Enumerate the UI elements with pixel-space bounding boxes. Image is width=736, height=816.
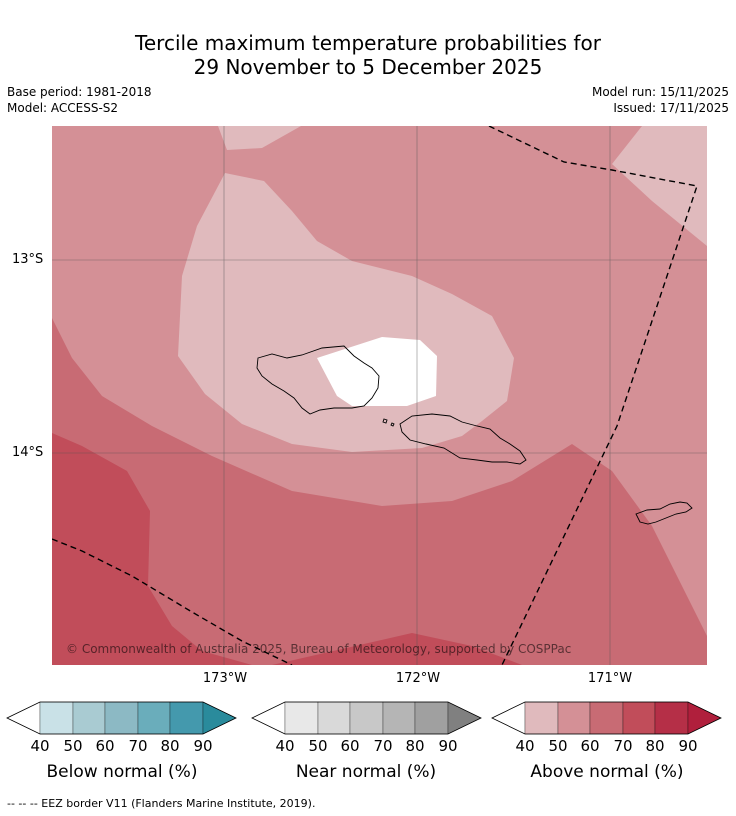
colorbar-above-title: Above normal (%) [530, 762, 684, 782]
colorbar-below-seg-1 [39, 701, 74, 735]
colorbar-near-tick-50: 50 [308, 737, 328, 755]
colorbar-near-seg-2 [317, 701, 351, 735]
colorbar-above-seg-4 [622, 701, 656, 735]
model-run: Model run: 15/11/2025 [591, 85, 729, 99]
colorbar-below-min-arrow [6, 701, 41, 735]
manono-island [382, 418, 388, 424]
colorbar-near-max-arrow [447, 701, 482, 735]
eez-border-east [488, 126, 698, 665]
colorbar-below-tick-70: 70 [128, 737, 148, 755]
apolima-island [390, 422, 395, 427]
gridlines [52, 126, 707, 665]
colorbar-above-tick-90: 90 [678, 737, 698, 755]
islands [256, 345, 693, 525]
lon-label-172w: 172°W [395, 671, 441, 686]
lon-label-173w: 173°W [202, 671, 248, 686]
title-line-1: Tercile maximum temperature probabilitie… [135, 31, 601, 55]
colorbar-near [251, 701, 482, 735]
colorbar-near-seg-5 [414, 701, 449, 735]
colorbar-below-seg-5 [169, 701, 204, 735]
meta-right: Model run: 15/11/2025 Issued: 17/11/2025 [592, 84, 729, 116]
probability-map[interactable]: © Commonwealth of Australia 2025, Bureau… [52, 126, 707, 665]
colorbar-above-seg-1 [524, 701, 559, 735]
colorbar-below-seg-4 [137, 701, 171, 735]
colorbar-below [6, 701, 237, 735]
zone-70-south [272, 633, 522, 665]
colorbar-near-tick-70: 70 [373, 737, 393, 755]
colorbar-near-title: Near normal (%) [295, 762, 437, 782]
colorbar-below-tick-60: 60 [95, 737, 115, 755]
eez-border-southwest [52, 538, 293, 665]
upolu-island [399, 413, 527, 465]
tutuila-island [635, 501, 693, 525]
colorbar-near-min-arrow [251, 701, 286, 735]
lon-label-171w: 171°W [587, 671, 633, 686]
base-period: Base period: 1981-2018 [7, 85, 152, 99]
colorbar-below-tick-90: 90 [193, 737, 213, 755]
zone-white-center [317, 337, 437, 406]
colorbar-below-seg-3 [104, 701, 139, 735]
colorbar-above-seg-2 [557, 701, 591, 735]
colorbar-below-max-arrow [202, 701, 237, 735]
colorbar-near-seg-3 [349, 701, 384, 735]
colorbar-near-tick-40: 40 [275, 737, 295, 755]
colorbar-near-tick-80: 80 [405, 737, 425, 755]
colorbar-above-tick-50: 50 [548, 737, 568, 755]
colorbar-near-seg-1 [284, 701, 319, 735]
zone-40-northeast [612, 126, 707, 246]
meta-left: Base period: 1981-2018 Model: ACCESS-S2 [7, 84, 152, 116]
colorbar-above-seg-5 [654, 701, 689, 735]
colorbar-below-tick-80: 80 [160, 737, 180, 755]
colorbar-above-seg-3 [589, 701, 624, 735]
colorbar-near-seg-4 [382, 701, 416, 735]
colorbar-above-tick-70: 70 [613, 737, 633, 755]
colorbar-above-min-arrow [491, 701, 526, 735]
colorbar-below-tick-40: 40 [30, 737, 50, 755]
eez-footnote: -- -- -- EEZ border V11 (Flanders Marine… [7, 797, 316, 810]
eez-borders [52, 126, 698, 665]
colorbar-above-tick-60: 60 [580, 737, 600, 755]
colorbar-near-tick-60: 60 [340, 737, 360, 755]
colorbar-near-tick-90: 90 [438, 737, 458, 755]
colorbar-below-seg-2 [72, 701, 106, 735]
lat-label-14s: 14°S [12, 445, 44, 460]
colorbar-above-tick-40: 40 [515, 737, 535, 755]
issued-date: Issued: 17/11/2025 [613, 101, 729, 115]
colorbar-above-tick-80: 80 [645, 737, 665, 755]
savaii-island [256, 345, 380, 415]
lat-label-13s: 13°S [12, 252, 44, 267]
colorbar-below-title: Below normal (%) [46, 762, 198, 782]
colorbar-below-tick-50: 50 [63, 737, 83, 755]
map-title: Tercile maximum temperature probabilitie… [0, 31, 736, 79]
colorbar-above [491, 701, 722, 735]
title-line-2: 29 November to 5 December 2025 [193, 55, 543, 79]
zone-70-west [52, 433, 252, 665]
colorbar-above-max-arrow [687, 701, 722, 735]
model-name: Model: ACCESS-S2 [7, 101, 119, 115]
copyright-notice: © Commonwealth of Australia 2025, Bureau… [66, 642, 571, 656]
zone-40-north [218, 126, 301, 150]
